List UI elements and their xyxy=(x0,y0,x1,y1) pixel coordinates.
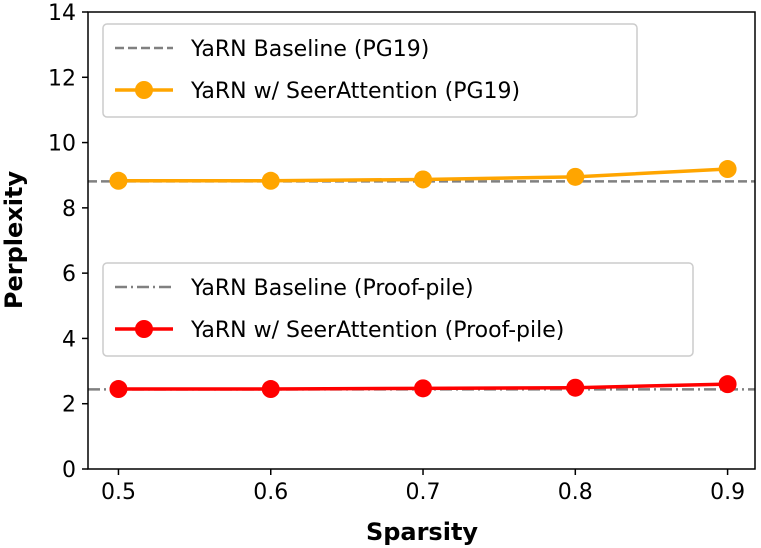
data-point xyxy=(109,171,128,190)
data-point xyxy=(261,171,280,190)
legend-label: YaRN w/ SeerAttention (Proof-pile) xyxy=(190,318,564,343)
legend-box xyxy=(102,23,638,118)
plot-frame xyxy=(87,11,756,470)
y-tick-label: 8 xyxy=(62,197,76,222)
x-tick-label: 0.7 xyxy=(406,480,441,505)
data-point xyxy=(718,160,737,179)
y-tick-label: 2 xyxy=(62,393,76,418)
y-tick-label: 10 xyxy=(48,132,76,157)
data-point xyxy=(109,380,128,399)
data-point xyxy=(566,167,585,186)
y-tick-label: 6 xyxy=(62,262,76,287)
y-tick-label: 14 xyxy=(48,1,76,26)
legend-label: YaRN w/ SeerAttention (PG19) xyxy=(190,79,520,104)
legend-box xyxy=(102,262,694,357)
legend-center-left: YaRN Baseline (Proof-pile) YaRN w/ SeerAt… xyxy=(102,262,694,357)
legend-marker xyxy=(135,81,153,99)
x-tick-label: 0.9 xyxy=(710,480,745,505)
legend-marker xyxy=(135,320,153,338)
y-tick-label: 4 xyxy=(62,327,76,352)
data-point xyxy=(414,379,433,398)
x-tick-label: 0.8 xyxy=(558,480,593,505)
y-axis-label: Perplexity xyxy=(0,171,28,310)
data-point xyxy=(261,380,280,399)
x-axis-label: Sparsity xyxy=(366,518,478,546)
y-tick-label: 12 xyxy=(48,66,76,91)
legend-label: YaRN Baseline (PG19) xyxy=(190,37,429,62)
data-point xyxy=(566,378,585,397)
x-tick-label: 0.5 xyxy=(101,480,136,505)
x-tick-label: 0.6 xyxy=(253,480,288,505)
data-point xyxy=(718,375,737,394)
legend-upper-left: YaRN Baseline (PG19) YaRN w/ SeerAttentio… xyxy=(102,23,638,118)
legend-label: YaRN Baseline (Proof-pile) xyxy=(190,276,474,301)
y-tick-label: 0 xyxy=(62,458,76,483)
data-point xyxy=(414,170,433,189)
